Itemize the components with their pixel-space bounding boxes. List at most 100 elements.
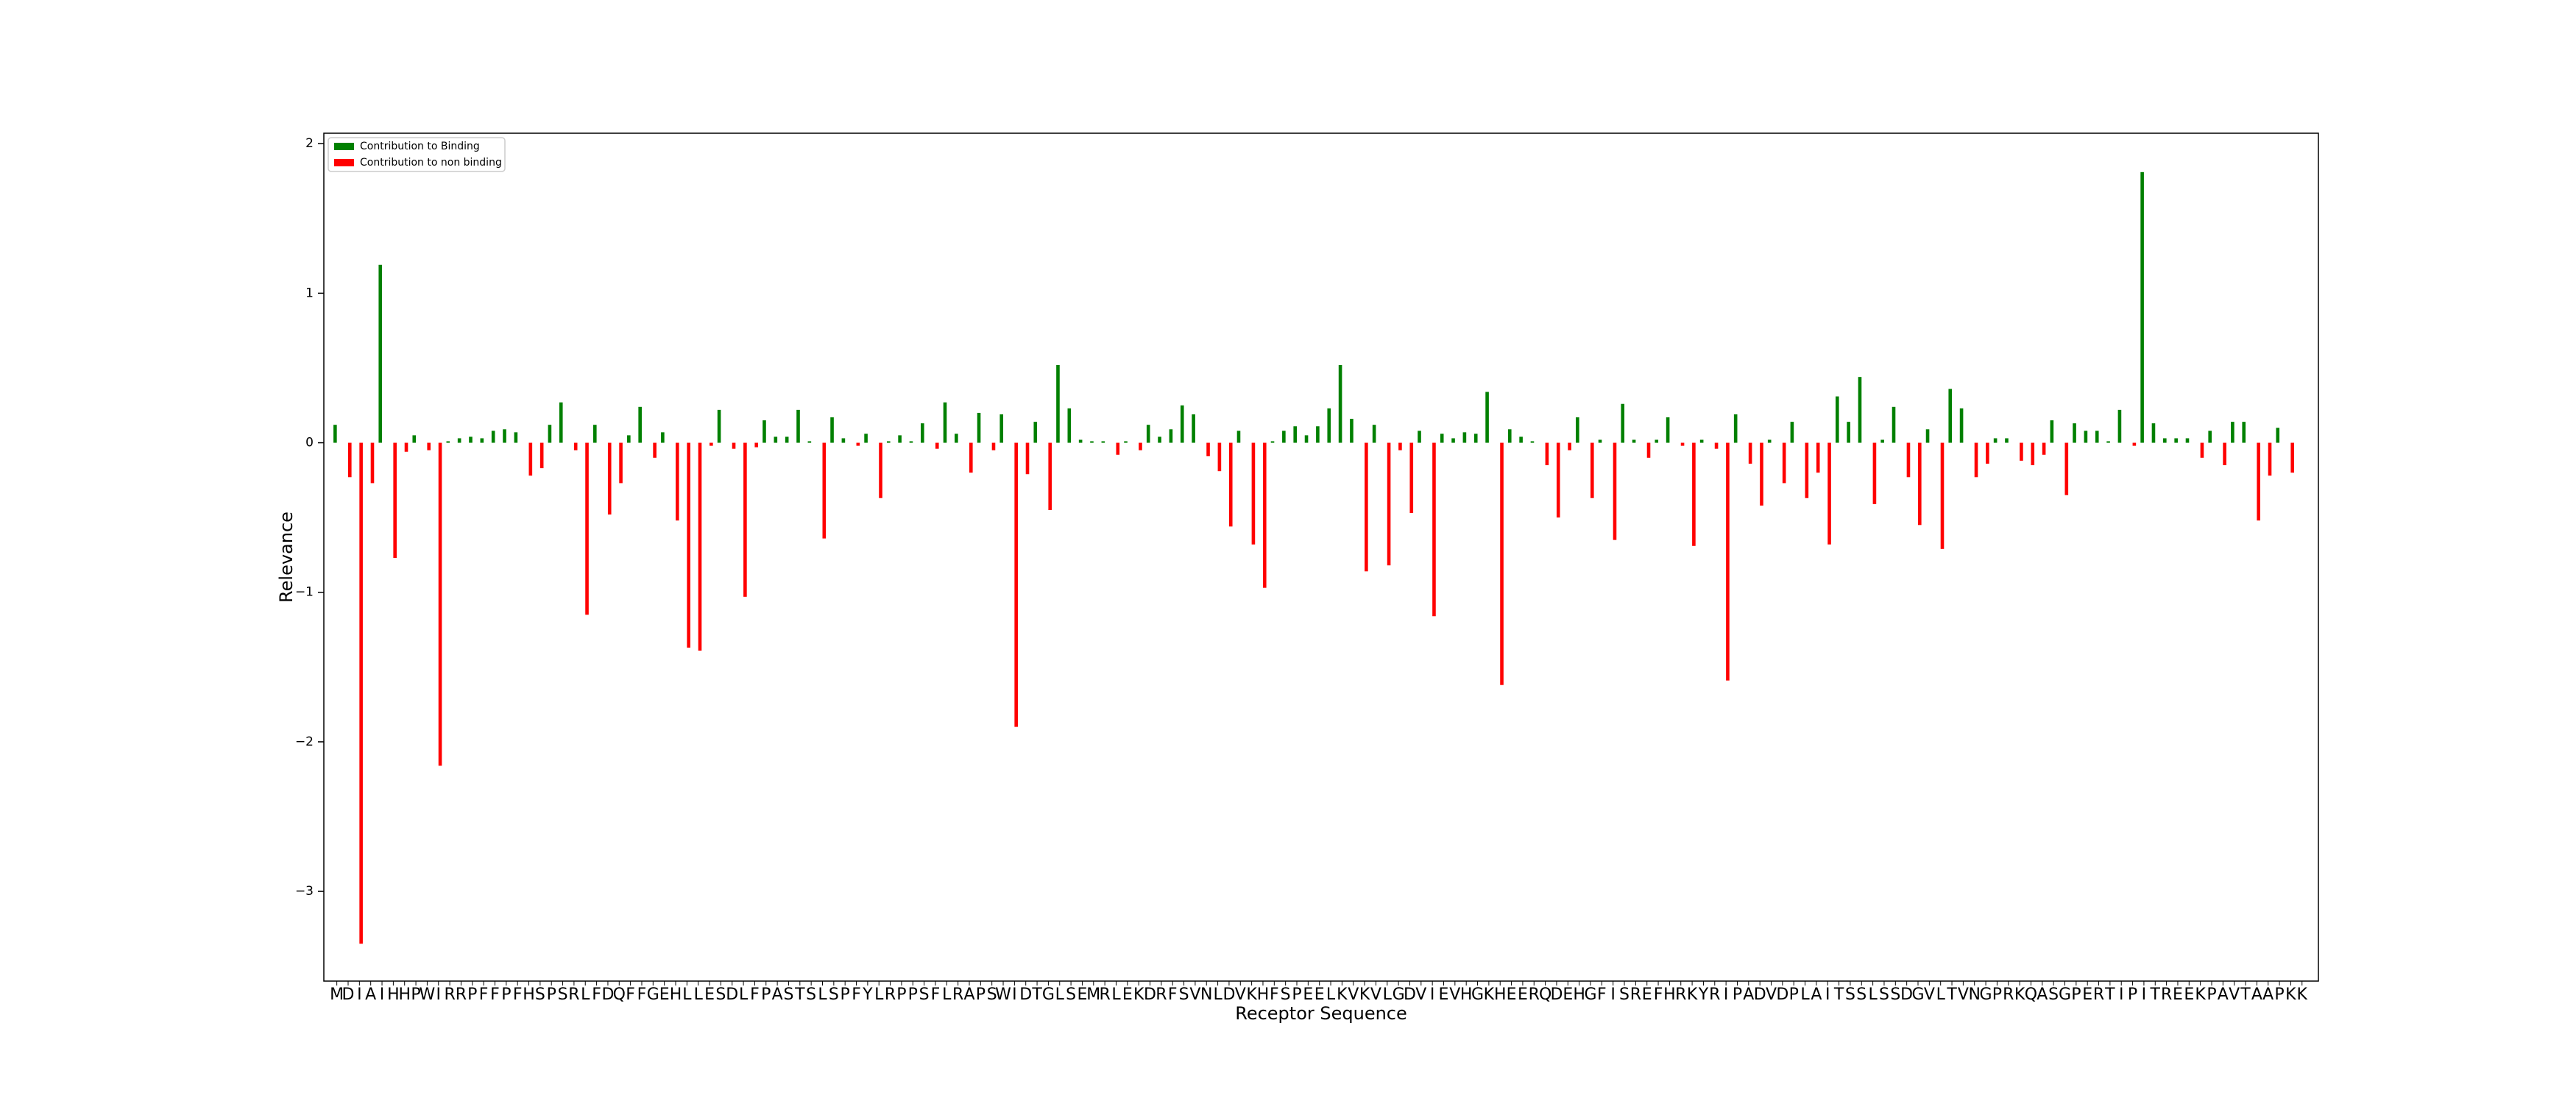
x-tick-label: Y xyxy=(862,986,873,1004)
bar xyxy=(1451,438,1455,443)
bar xyxy=(1262,442,1267,588)
x-tick-label: L xyxy=(682,986,692,1004)
bar xyxy=(2200,442,2204,458)
x-tick-label: T xyxy=(794,986,805,1004)
x-tick-label: L xyxy=(1111,986,1121,1004)
x-tick-label: E xyxy=(2184,986,2194,1004)
bar xyxy=(607,442,612,515)
bar xyxy=(710,442,713,446)
x-tick-label: A xyxy=(963,986,974,1004)
bar xyxy=(2084,431,2088,443)
bar xyxy=(1014,442,1018,727)
bar xyxy=(2005,438,2009,443)
x-tick-label: A xyxy=(772,986,783,1004)
y-tick-label: −2 xyxy=(295,735,314,749)
x-tick-label: H xyxy=(523,986,535,1004)
x-tick-label: K xyxy=(2285,986,2296,1004)
x-tick-label: N xyxy=(1200,986,1212,1004)
x-tick-label: V xyxy=(1958,986,1969,1004)
x-tick-label: P xyxy=(761,986,771,1004)
bar xyxy=(732,442,736,449)
x-tick-label: D xyxy=(1019,986,1032,1004)
bar xyxy=(359,442,363,944)
bar xyxy=(1146,425,1150,443)
x-tick-label: L xyxy=(1383,986,1393,1004)
x-tick-label: E xyxy=(1642,986,1652,1004)
bar xyxy=(1090,441,1094,443)
legend: Contribution to Binding Contribution to n… xyxy=(328,137,506,172)
bar xyxy=(1959,408,1964,443)
x-tick-label: I xyxy=(380,986,385,1004)
bar xyxy=(2050,420,2054,443)
bar xyxy=(1316,426,1320,443)
bar xyxy=(661,432,665,443)
bar xyxy=(687,442,690,648)
bar xyxy=(2257,442,2260,521)
x-tick-label: T xyxy=(1031,986,1042,1004)
bar xyxy=(1398,442,1402,450)
x-tick-label: R xyxy=(1529,986,1540,1004)
x-tick-label: K xyxy=(2014,986,2025,1004)
bar xyxy=(619,442,623,484)
bar xyxy=(1101,441,1105,443)
bar xyxy=(1033,422,1038,443)
x-tick-label: Q xyxy=(1539,986,1551,1004)
x-tick-label: I xyxy=(436,986,442,1004)
x-tick-label: S xyxy=(1066,986,1076,1004)
bar xyxy=(2132,442,2137,446)
x-tick-label: E xyxy=(1122,986,1133,1004)
x-tick-label: H xyxy=(670,986,682,1004)
plot-frame xyxy=(323,132,2319,982)
x-tick-label: H xyxy=(1257,986,1270,1004)
bar xyxy=(1078,439,1083,443)
bar xyxy=(592,425,597,443)
legend-label: Contribution to non binding xyxy=(360,157,502,169)
x-tick-label: P xyxy=(1733,986,1742,1004)
x-tick-label: R xyxy=(568,986,579,1004)
bar xyxy=(743,442,747,597)
bar xyxy=(935,442,939,449)
bar xyxy=(1858,377,1862,443)
bar xyxy=(2095,431,2099,443)
bar xyxy=(1206,442,1210,456)
bar xyxy=(2073,423,2076,443)
y-tick-label: −1 xyxy=(295,585,314,600)
x-tick-label: T xyxy=(1946,986,1957,1004)
bar xyxy=(1124,441,1128,443)
x-tick-label: S xyxy=(783,986,793,1004)
bar xyxy=(1350,419,1354,443)
bar xyxy=(627,435,631,443)
x-tick-label: L xyxy=(1936,986,1946,1004)
x-tick-label: H xyxy=(1573,986,1585,1004)
bar xyxy=(480,438,484,443)
bar xyxy=(796,409,800,443)
bar xyxy=(1880,439,1884,443)
legend-swatch xyxy=(334,143,354,150)
bar xyxy=(2117,409,2122,443)
x-tick-label: E xyxy=(2082,986,2092,1004)
bar xyxy=(393,442,397,559)
bar xyxy=(2163,438,2167,443)
bar xyxy=(370,442,375,484)
bar xyxy=(412,435,417,443)
bar xyxy=(491,431,495,443)
bar xyxy=(1139,442,1142,450)
x-tick-label: F xyxy=(513,986,523,1004)
x-tick-label: D xyxy=(342,986,355,1004)
x-tick-label: A xyxy=(1811,986,1822,1004)
bar xyxy=(717,409,721,443)
x-tick-label: I xyxy=(1825,986,1830,1004)
bar xyxy=(1304,435,1309,443)
x-tick-label: E xyxy=(1439,986,1449,1004)
x-tick-label: A xyxy=(2262,986,2274,1004)
x-tick-label: L xyxy=(1800,986,1810,1004)
x-tick-label: P xyxy=(2128,986,2137,1004)
bar xyxy=(909,441,913,443)
bar xyxy=(2020,442,2023,461)
bar xyxy=(1847,422,1850,443)
bar xyxy=(886,441,891,443)
x-tick-label: L xyxy=(581,986,590,1004)
x-tick-label: S xyxy=(535,986,545,1004)
x-tick-label: P xyxy=(501,986,511,1004)
